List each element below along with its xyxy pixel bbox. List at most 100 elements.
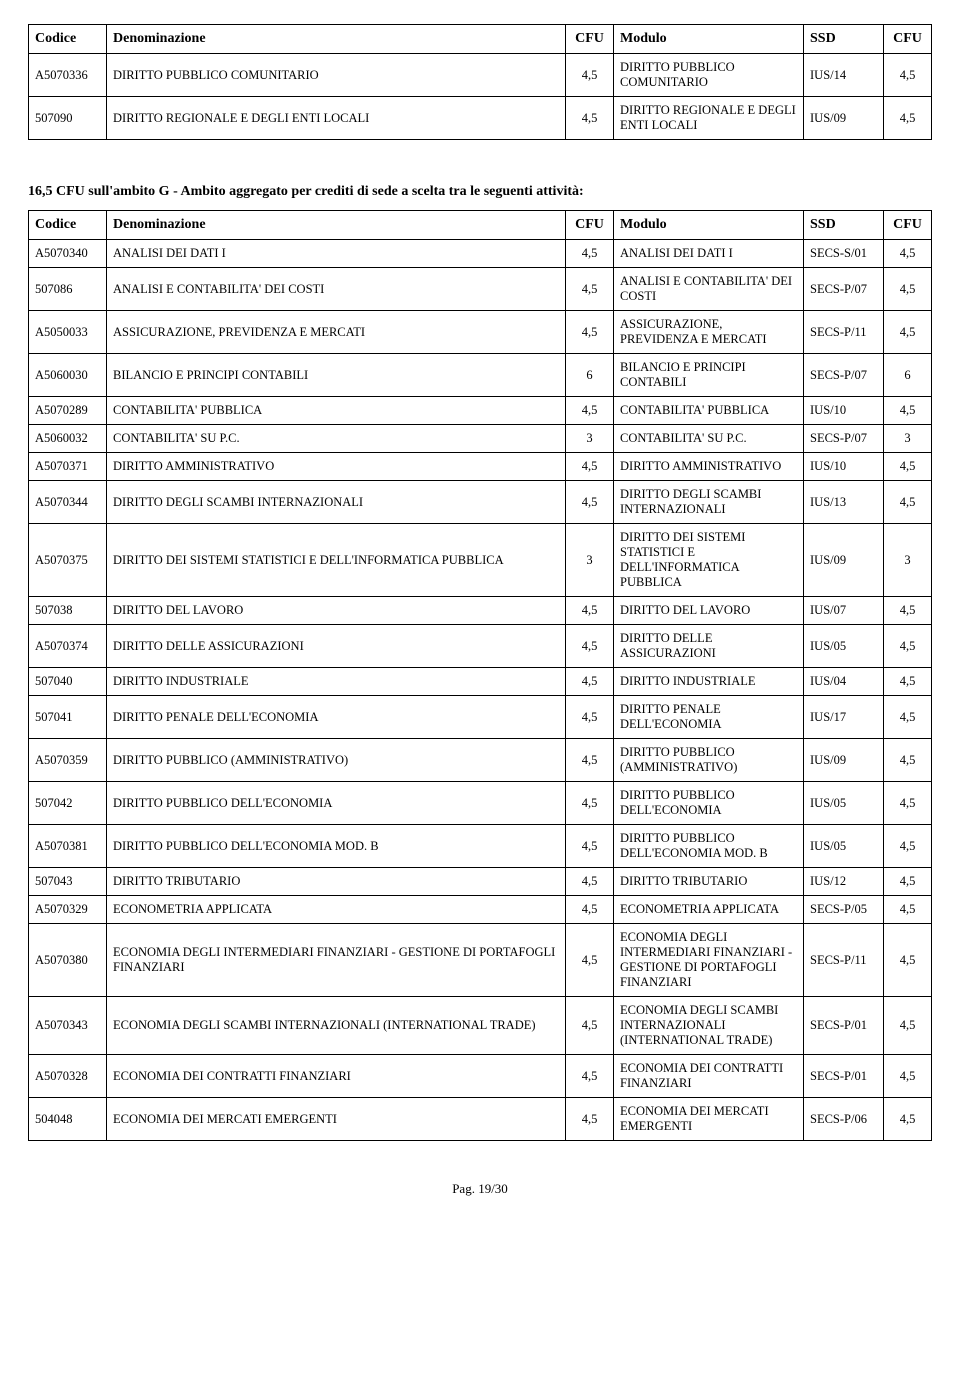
table-cell: 4,5 bbox=[884, 668, 932, 696]
table-cell: IUS/05 bbox=[804, 825, 884, 868]
col-denominazione: Denominazione bbox=[107, 25, 566, 54]
table-row: A5070289CONTABILITA' PUBBLICA4,5CONTABIL… bbox=[29, 397, 932, 425]
table-cell: SECS-P/06 bbox=[804, 1098, 884, 1141]
table-cell: A5070340 bbox=[29, 240, 107, 268]
table-cell: DIRITTO TRIBUTARIO bbox=[614, 868, 804, 896]
table-cell: 507038 bbox=[29, 597, 107, 625]
table-cell: ECONOMIA DEGLI INTERMEDIARI FINANZIARI -… bbox=[107, 924, 566, 997]
table-cell: SECS-P/11 bbox=[804, 924, 884, 997]
table-cell: 4,5 bbox=[884, 311, 932, 354]
table-cell: DIRITTO PENALE DELL'ECONOMIA bbox=[107, 696, 566, 739]
table-cell: ECONOMIA DEI MERCATI EMERGENTI bbox=[107, 1098, 566, 1141]
table-cell: A5070328 bbox=[29, 1055, 107, 1098]
table-row: A5060032CONTABILITA' SU P.C.3CONTABILITA… bbox=[29, 425, 932, 453]
table-row: 507090DIRITTO REGIONALE E DEGLI ENTI LOC… bbox=[29, 97, 932, 140]
table-cell: 3 bbox=[566, 524, 614, 597]
table-row: A5070344 DIRITTO DEGLI SCAMBI INTERNAZION… bbox=[29, 481, 932, 524]
table-top-head: Codice Denominazione CFU Modulo SSD CFU bbox=[29, 25, 932, 54]
table-cell: 4,5 bbox=[566, 97, 614, 140]
table-cell: 4,5 bbox=[884, 825, 932, 868]
table-cell: 4,5 bbox=[884, 868, 932, 896]
table-cell: DIRITTO AMMINISTRATIVO bbox=[107, 453, 566, 481]
table-cell: 4,5 bbox=[884, 1098, 932, 1141]
table-cell: BILANCIO E PRINCIPI CONTABILI bbox=[107, 354, 566, 397]
col-modulo: Modulo bbox=[614, 211, 804, 240]
table-cell: SECS-P/07 bbox=[804, 354, 884, 397]
col-modulo: Modulo bbox=[614, 25, 804, 54]
table-cell: 4,5 bbox=[566, 668, 614, 696]
table-row: A5070375DIRITTO DEI SISTEMI STATISTICI E… bbox=[29, 524, 932, 597]
table-row: A5070343ECONOMIA DEGLI SCAMBI INTERNAZIO… bbox=[29, 997, 932, 1055]
col-cfu2: CFU bbox=[884, 211, 932, 240]
table-cell: 4,5 bbox=[566, 1055, 614, 1098]
table-cell: ECONOMETRIA APPLICATA bbox=[107, 896, 566, 924]
table-cell: 4,5 bbox=[566, 597, 614, 625]
table-cell: ASSICURAZIONE, PREVIDENZA E MERCATI bbox=[107, 311, 566, 354]
table-cell: DIRITTO PUBBLICO DELL'ECONOMIA bbox=[107, 782, 566, 825]
table-cell: 507042 bbox=[29, 782, 107, 825]
table-row: A5070340ANALISI DEI DATI I4,5ANALISI DEI… bbox=[29, 240, 932, 268]
table-cell: 4,5 bbox=[884, 924, 932, 997]
table-cell: SECS-P/01 bbox=[804, 997, 884, 1055]
table-cell: ECONOMIA DEGLI SCAMBI INTERNAZIONALI (IN… bbox=[107, 997, 566, 1055]
table-cell: IUS/07 bbox=[804, 597, 884, 625]
table-cell: A5070289 bbox=[29, 397, 107, 425]
table-cell: 3 bbox=[884, 425, 932, 453]
table-cell: ECONOMIA DEGLI INTERMEDIARI FINANZIARI -… bbox=[614, 924, 804, 997]
col-codice: Codice bbox=[29, 211, 107, 240]
table-row: A5070374DIRITTO DELLE ASSICURAZIONI4,5DI… bbox=[29, 625, 932, 668]
table-cell: 507086 bbox=[29, 268, 107, 311]
table-cell: 4,5 bbox=[566, 825, 614, 868]
table-cell: DIRITTO INDUSTRIALE bbox=[107, 668, 566, 696]
table-cell: ASSICURAZIONE, PREVIDENZA E MERCATI bbox=[614, 311, 804, 354]
table-cell: 4,5 bbox=[566, 739, 614, 782]
table-cell: IUS/09 bbox=[804, 97, 884, 140]
table-top-body: A5070336DIRITTO PUBBLICO COMUNITARIO4,5D… bbox=[29, 54, 932, 140]
table-cell: ANALISI E CONTABILITA' DEI COSTI bbox=[614, 268, 804, 311]
table-cell: A5070329 bbox=[29, 896, 107, 924]
table-cell: 4,5 bbox=[566, 453, 614, 481]
table-cell: IUS/10 bbox=[804, 397, 884, 425]
table-cell: A5070343 bbox=[29, 997, 107, 1055]
table-cell: DIRITTO PENALE DELL'ECONOMIA bbox=[614, 696, 804, 739]
section-title: 16,5 CFU sull'ambito G - Ambito aggregat… bbox=[28, 184, 932, 200]
table-cell: 4,5 bbox=[566, 896, 614, 924]
table-row: A5070329ECONOMETRIA APPLICATA4,5ECONOMET… bbox=[29, 896, 932, 924]
table-cell: DIRITTO REGIONALE E DEGLI ENTI LOCALI bbox=[614, 97, 804, 140]
table-cell: IUS/05 bbox=[804, 782, 884, 825]
table-cell: IUS/17 bbox=[804, 696, 884, 739]
table-row: 507042DIRITTO PUBBLICO DELL'ECONOMIA4,5D… bbox=[29, 782, 932, 825]
table-cell: DIRITTO PUBBLICO (AMMINISTRATIVO) bbox=[107, 739, 566, 782]
table-cell: DIRITTO AMMINISTRATIVO bbox=[614, 453, 804, 481]
col-ssd: SSD bbox=[804, 25, 884, 54]
table-cell: A5070375 bbox=[29, 524, 107, 597]
table-cell: 4,5 bbox=[566, 1098, 614, 1141]
table-cell: DIRITTO DEGLI SCAMBI INTERNAZIONALI bbox=[614, 481, 804, 524]
table-cell: A5060032 bbox=[29, 425, 107, 453]
table-main: Codice Denominazione CFU Modulo SSD CFU … bbox=[28, 210, 932, 1141]
table-row: 507086ANALISI E CONTABILITA' DEI COSTI4,… bbox=[29, 268, 932, 311]
table-cell: IUS/09 bbox=[804, 524, 884, 597]
table-cell: A5070371 bbox=[29, 453, 107, 481]
table-cell: ANALISI DEI DATI I bbox=[614, 240, 804, 268]
table-cell: DIRITTO REGIONALE E DEGLI ENTI LOCALI bbox=[107, 97, 566, 140]
table-cell: IUS/12 bbox=[804, 868, 884, 896]
table-cell: 4,5 bbox=[884, 397, 932, 425]
table-row: 507043DIRITTO TRIBUTARIO4,5DIRITTO TRIBU… bbox=[29, 868, 932, 896]
table-cell: 4,5 bbox=[884, 97, 932, 140]
table-cell: A5070344 bbox=[29, 481, 107, 524]
table-main-head: Codice Denominazione CFU Modulo SSD CFU bbox=[29, 211, 932, 240]
table-cell: A5070336 bbox=[29, 54, 107, 97]
table-cell: ANALISI E CONTABILITA' DEI COSTI bbox=[107, 268, 566, 311]
table-cell: 4,5 bbox=[566, 54, 614, 97]
table-cell: IUS/05 bbox=[804, 625, 884, 668]
table-cell: 6 bbox=[884, 354, 932, 397]
table-cell: 4,5 bbox=[884, 54, 932, 97]
table-cell: 4,5 bbox=[566, 696, 614, 739]
table-cell: SECS-P/01 bbox=[804, 1055, 884, 1098]
table-row: A5070380ECONOMIA DEGLI INTERMEDIARI FINA… bbox=[29, 924, 932, 997]
table-cell: 3 bbox=[884, 524, 932, 597]
table-cell: DIRITTO PUBBLICO (AMMINISTRATIVO) bbox=[614, 739, 804, 782]
table-cell: 4,5 bbox=[884, 268, 932, 311]
table-cell: 4,5 bbox=[566, 868, 614, 896]
